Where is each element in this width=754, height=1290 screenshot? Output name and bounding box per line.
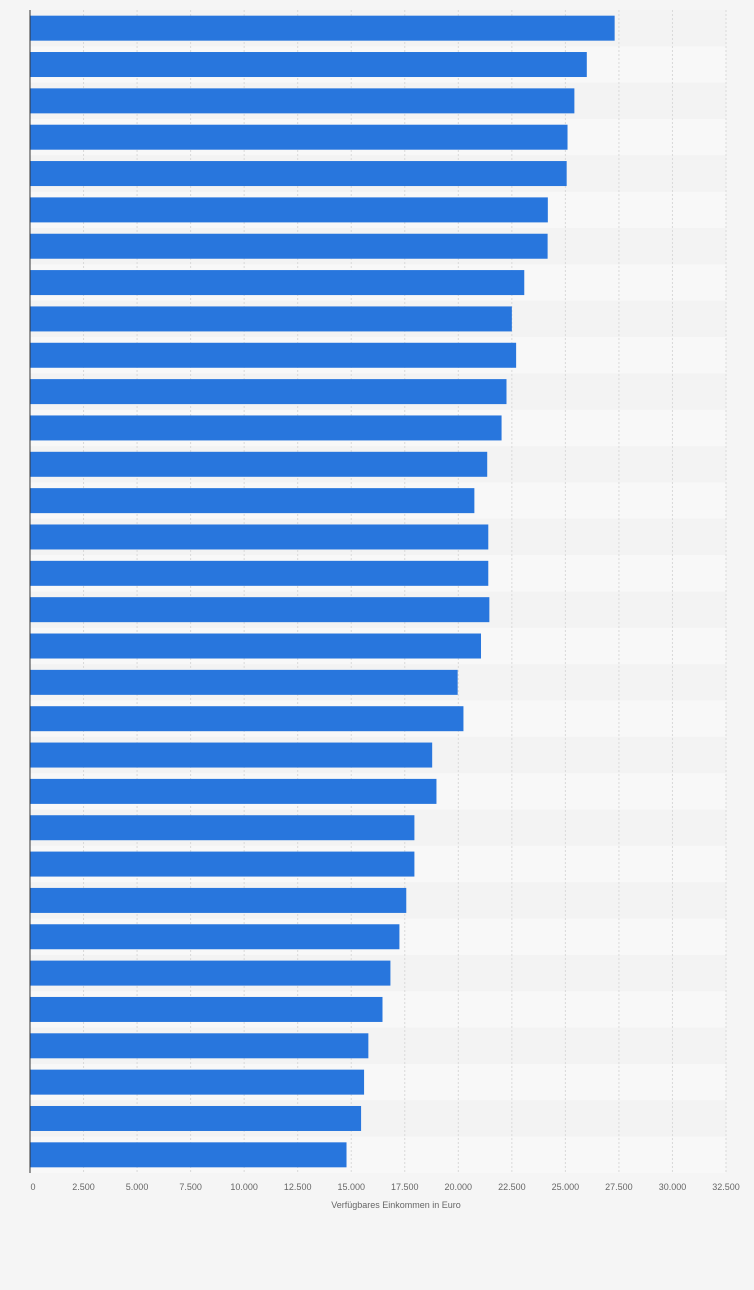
x-tick-label: 27.500 [605,1182,633,1192]
x-axis-title: Verfügbares Einkommen in Euro [331,1200,461,1210]
bar[interactable] [30,597,490,623]
bar[interactable] [30,52,587,78]
bar[interactable] [30,1069,365,1095]
bar[interactable] [30,1105,362,1131]
bar[interactable] [30,88,575,114]
x-tick-label: 20.000 [445,1182,473,1192]
bar[interactable] [30,815,415,841]
bar[interactable] [30,524,489,550]
x-tick-label: 22.500 [498,1182,526,1192]
bar[interactable] [30,306,512,332]
bar[interactable] [30,887,407,913]
bar[interactable] [30,669,458,695]
x-tick-label: 30.000 [659,1182,687,1192]
bar[interactable] [30,161,567,187]
bar[interactable] [30,633,482,659]
bar[interactable] [30,960,391,986]
x-tick-label: 2.500 [72,1182,95,1192]
x-tick-label: 25.000 [552,1182,580,1192]
bar[interactable] [30,1033,369,1059]
x-tick-label: 32.500 [712,1182,740,1192]
x-tick-label: 5.000 [126,1182,149,1192]
bar[interactable] [30,124,568,150]
bar[interactable] [30,379,507,405]
bar[interactable] [30,270,525,296]
bar[interactable] [30,1142,347,1168]
bar[interactable] [30,778,437,804]
x-tick-label: 12.500 [284,1182,312,1192]
bar[interactable] [30,451,488,477]
bars [30,15,615,1168]
bar[interactable] [30,742,433,768]
x-tick-label: 10.000 [230,1182,258,1192]
bar[interactable] [30,415,502,441]
x-tick-label: 15.000 [337,1182,365,1192]
x-tick-label: 17.500 [391,1182,419,1192]
bar[interactable] [30,706,464,732]
x-tick-label: 7.500 [179,1182,202,1192]
bar[interactable] [30,233,548,259]
x-tick-label: 0 [30,1182,35,1192]
bar[interactable] [30,197,548,223]
bar[interactable] [30,996,383,1022]
bar[interactable] [30,342,517,368]
bar[interactable] [30,560,489,586]
x-tick-labels: 0 2.500 5.000 7.500 10.000 12.500 15.000 17.500… [30,1182,739,1192]
bar[interactable] [30,924,400,950]
bar[interactable] [30,15,615,41]
bar[interactable] [30,488,475,514]
bar[interactable] [30,851,415,877]
